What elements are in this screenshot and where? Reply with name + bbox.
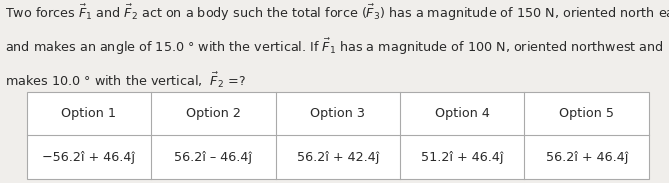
Text: and makes an angle of 15.0 ° with the vertical. If $\vec{F}_1$ has a magnitude o: and makes an angle of 15.0 ° with the ve…: [5, 37, 664, 57]
Text: 56.2î + 42.4ĵ: 56.2î + 42.4ĵ: [296, 151, 379, 164]
Bar: [27, 92, 649, 179]
Text: Two forces $\vec{F}_1$ and $\vec{F}_2$ act on a body such the total force ($\vec: Two forces $\vec{F}_1$ and $\vec{F}_2$ a…: [5, 3, 669, 23]
Text: makes 10.0 ° with the vertical,  $\vec{F}_2$ =?: makes 10.0 ° with the vertical, $\vec{F}…: [5, 70, 246, 90]
Text: Option 2: Option 2: [186, 107, 241, 120]
Text: Option 3: Option 3: [310, 107, 365, 120]
Text: 56.2î + 46.4ĵ: 56.2î + 46.4ĵ: [545, 151, 628, 164]
Text: −56.2î + 46.4ĵ: −56.2î + 46.4ĵ: [42, 151, 136, 164]
Text: Option 1: Option 1: [62, 107, 116, 120]
Text: 56.2î – 46.4ĵ: 56.2î – 46.4ĵ: [175, 151, 252, 164]
Text: 51.2î + 46.4ĵ: 51.2î + 46.4ĵ: [421, 151, 504, 164]
Text: Option 5: Option 5: [559, 107, 614, 120]
Text: Option 4: Option 4: [435, 107, 490, 120]
